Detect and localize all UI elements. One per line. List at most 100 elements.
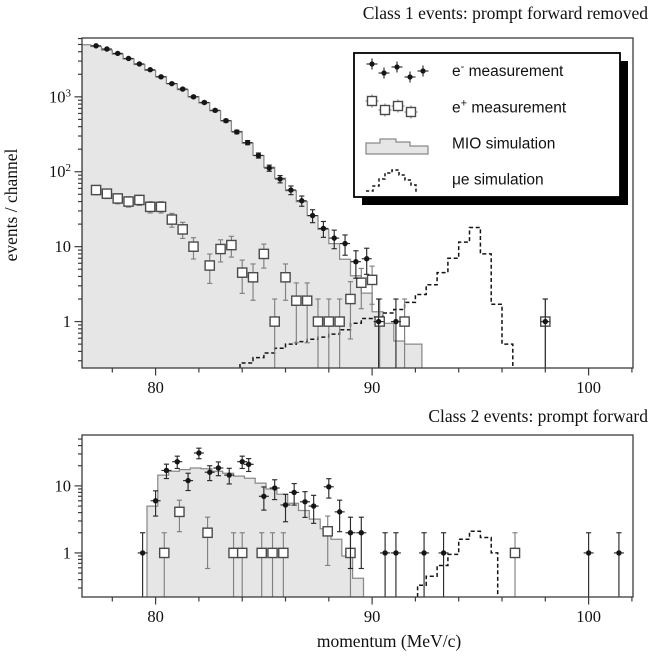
e-plus-points-point xyxy=(509,532,521,597)
e-minus-points-point xyxy=(419,532,430,597)
y-tick-label: 102 xyxy=(49,162,71,181)
x-tick-label: 90 xyxy=(364,378,381,397)
data-layer xyxy=(82,43,551,368)
e-plus-points-point xyxy=(312,298,324,368)
e-minus-points-point xyxy=(613,532,624,597)
e-plus-points-point xyxy=(174,499,185,533)
e-minus-points-point xyxy=(307,209,318,224)
e-minus-points-point xyxy=(199,99,210,106)
e-minus-points-point xyxy=(161,463,172,480)
e-minus-points-point xyxy=(101,46,112,52)
x-axis-ticks: 80 90 100 xyxy=(111,368,633,397)
e-minus-points-point xyxy=(345,516,356,570)
e-plus-points-point xyxy=(323,298,335,368)
legend-label-e-minus: e- measurement xyxy=(452,61,564,80)
e-minus-points-point xyxy=(193,447,204,460)
e-plus-points-point xyxy=(226,235,237,258)
panel-frame xyxy=(81,37,634,369)
e-plus-points-point xyxy=(334,298,345,368)
e-minus-points-point xyxy=(308,494,319,524)
y-tick-label: 1 xyxy=(63,543,71,562)
e-minus-points-point xyxy=(112,50,123,57)
x-tick-label: 100 xyxy=(576,607,601,626)
e-minus-points-point xyxy=(280,493,291,523)
e-plus-points-point xyxy=(177,221,188,240)
e-minus-points-point xyxy=(204,465,215,482)
y-tick-label: 1 xyxy=(63,312,71,331)
e-minus-points-point xyxy=(210,107,221,114)
e-minus-points-point xyxy=(318,220,329,238)
e-plus-points-point xyxy=(202,516,213,570)
legend: e- measurement e+ measurement MIO simula… xyxy=(353,52,628,205)
e-minus-points-point xyxy=(275,174,286,184)
e-minus-points-point xyxy=(166,80,177,87)
e-plus-points-point xyxy=(301,282,313,344)
legend-item-mue: μe simulation xyxy=(366,169,544,193)
e-minus-points-point xyxy=(380,532,391,597)
data-layer xyxy=(137,447,624,597)
x-tick-label: 90 xyxy=(364,607,381,626)
mio-histogram-fill xyxy=(147,468,364,597)
e-plus-points-point xyxy=(166,212,178,228)
panel2-title: Class 2 events: prompt forward xyxy=(428,406,648,426)
e-plus-points-point xyxy=(134,194,145,206)
panel1-title: Class 1 events: prompt forward removed xyxy=(363,3,649,23)
e-minus-points-point xyxy=(299,491,310,518)
e-minus-points-point xyxy=(156,74,167,80)
legend-label-e-plus: e+ measurement xyxy=(452,98,567,117)
e-minus-points-point xyxy=(269,479,280,501)
e-plus-points-point xyxy=(345,281,356,340)
e-plus-points-point xyxy=(280,263,291,301)
e-plus-points-point xyxy=(247,263,259,301)
e-minus-points-point xyxy=(285,185,296,196)
e-plus-points-point xyxy=(123,196,134,208)
e-minus-points-point xyxy=(172,455,183,470)
e-plus-points-point xyxy=(267,532,278,597)
e-minus-points-point xyxy=(183,472,194,492)
e-plus-points-point xyxy=(144,201,156,214)
e-minus-points-point xyxy=(373,298,384,368)
e-minus-points-point xyxy=(123,55,134,62)
e-minus-points-point xyxy=(134,61,145,67)
e-plus-points-point xyxy=(355,267,367,310)
e-plus-points-point xyxy=(278,532,289,597)
e-minus-points-point xyxy=(583,532,594,597)
e-minus-points-point xyxy=(220,118,231,124)
x-axis-ticks: 80 90 100 xyxy=(111,597,633,626)
x-tick-label: 80 xyxy=(147,378,164,397)
e-plus-points-point xyxy=(101,188,113,200)
mio-histogram-fill xyxy=(82,44,422,368)
e-minus-points-point xyxy=(340,234,351,256)
legend-label-mue: μe simulation xyxy=(452,172,544,189)
e-minus-points xyxy=(91,43,551,368)
e-plus-points-point xyxy=(322,515,334,567)
legend-e-minus-marker-icon xyxy=(366,58,429,83)
e-plus-points-point xyxy=(155,201,167,214)
e-plus-points-point xyxy=(256,532,267,597)
e-plus-points-point xyxy=(366,265,378,305)
e-minus-points-point xyxy=(145,67,156,73)
e-minus-points-point xyxy=(237,455,248,470)
e-minus-points-point xyxy=(231,129,242,135)
e-plus-points-point xyxy=(188,237,199,260)
panel-frame xyxy=(81,434,634,598)
legend-item-mio: MIO simulation xyxy=(365,136,555,155)
e-minus-points xyxy=(137,447,624,597)
y-tick-label: 10 xyxy=(55,237,72,256)
e-minus-points-point xyxy=(91,43,102,49)
e-plus-points-point xyxy=(112,193,124,205)
x-tick-label: 80 xyxy=(147,607,164,626)
e-minus-points-point xyxy=(243,457,254,473)
e-plus-points-point xyxy=(204,253,216,284)
e-minus-points-point xyxy=(224,467,235,485)
mue-histogram-outline xyxy=(416,530,499,597)
e-minus-points-point xyxy=(361,247,372,275)
y-axis-ticks: 1 10 102 103 xyxy=(49,37,82,362)
e-plus-points-point xyxy=(236,259,248,294)
e-plus-points-point xyxy=(291,282,302,344)
e-minus-points-point xyxy=(253,152,264,159)
